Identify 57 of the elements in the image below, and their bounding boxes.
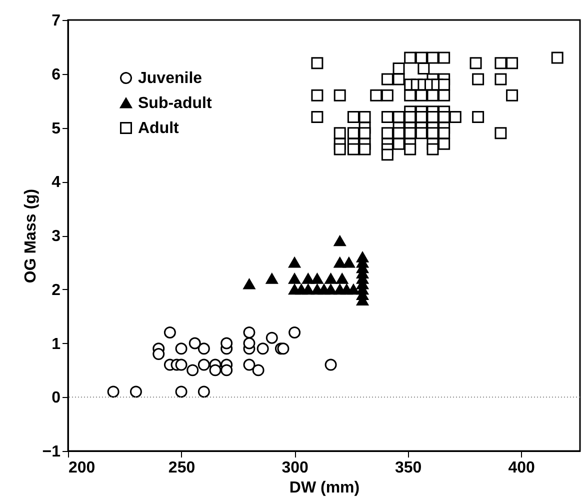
point: [243, 278, 256, 290]
y-tick-label: 0: [52, 390, 61, 407]
y-tick-label: 4: [52, 174, 61, 192]
point: [198, 386, 210, 398]
point: [302, 273, 314, 284]
point: [347, 284, 360, 295]
y-tick-label: 7: [52, 12, 61, 30]
point: [175, 386, 188, 398]
point: [186, 364, 199, 376]
y-tick-label: 1: [52, 336, 61, 353]
point: [324, 358, 337, 371]
point: [243, 358, 256, 371]
x-tick-label: 300: [282, 460, 308, 476]
point: [243, 337, 256, 350]
point: [266, 273, 278, 284]
y-tick-label: 2: [52, 282, 61, 299]
point: [266, 332, 278, 344]
legend-label: Juvenile: [138, 70, 202, 87]
point: [220, 337, 233, 350]
y-tick-label: 3: [52, 228, 61, 245]
point: [288, 326, 301, 338]
y-axis-title: OG Mass (g): [22, 188, 40, 284]
point: [342, 257, 355, 268]
legend-label: Sub-adult: [138, 95, 212, 112]
point: [336, 273, 348, 284]
point: [198, 358, 210, 371]
point: [220, 364, 233, 376]
point: [334, 257, 346, 268]
point: [175, 342, 188, 355]
legend-label: Adult: [138, 120, 180, 137]
x-tick-label: 250: [168, 460, 196, 476]
x-tick-label: 200: [68, 460, 96, 476]
y-tick-label: −1: [42, 444, 61, 460]
point: [302, 284, 314, 295]
point: [311, 273, 324, 284]
point: [324, 273, 337, 284]
point: [107, 386, 120, 398]
point: [164, 326, 176, 338]
point: [277, 342, 290, 355]
point: [175, 358, 188, 371]
x-tick-label: 350: [394, 460, 422, 476]
x-tick-label: 400: [508, 460, 536, 476]
point: [324, 284, 337, 295]
point: [334, 236, 346, 246]
y-tick-label: 6: [52, 66, 61, 84]
point: [256, 342, 269, 355]
point: [252, 364, 264, 376]
point: [288, 273, 301, 284]
point: [198, 342, 210, 355]
y-tick-label: 5: [52, 120, 61, 138]
point: [130, 386, 142, 398]
point: [243, 326, 256, 338]
point: [288, 257, 301, 268]
x-axis-title: DW (mm): [289, 480, 360, 496]
point: [188, 337, 201, 350]
point: [209, 364, 222, 376]
point: [152, 348, 165, 360]
